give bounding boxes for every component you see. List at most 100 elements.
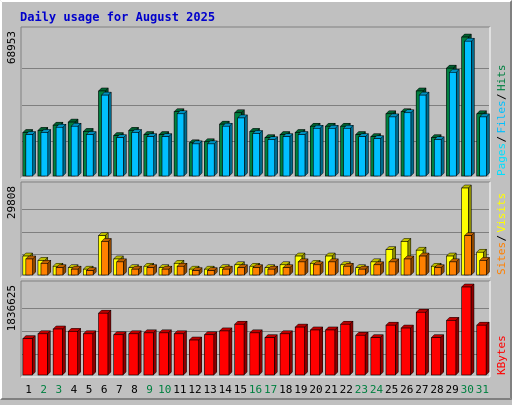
hits-files-pages-files-side — [410, 109, 415, 177]
hits-files-pages-files-day-27 — [418, 91, 430, 177]
sites-visits-max-label: 29808 — [5, 186, 18, 219]
sites-visits-sites-bar — [55, 267, 64, 276]
kbytes-kbytes-day-4 — [67, 327, 82, 376]
hits-files-pages-files-day-15 — [237, 114, 249, 177]
hits-files-pages-files-bar — [418, 94, 427, 177]
kbytes-kbytes-side — [410, 324, 414, 376]
day-label-14: 14 — [219, 383, 233, 396]
kbytes-kbytes-bar — [340, 323, 351, 376]
kbytes-kbytes-side — [183, 330, 187, 376]
hits-files-pages-files-bar — [312, 128, 321, 177]
kbytes-kbytes-side — [258, 329, 263, 376]
kbytes-kbytes-bar — [431, 337, 442, 376]
day-label-30: 30 — [461, 383, 474, 396]
hits-files-pages-files-bar — [388, 116, 397, 177]
sites-visits-sites-bar — [297, 261, 306, 276]
kbytes-kbytes-day-8 — [128, 330, 142, 376]
hits-files-pages-files-day-20 — [312, 124, 324, 177]
hits-files-pages-files-bar — [176, 113, 185, 177]
kbytes-kbytes-day-13 — [203, 331, 218, 376]
kbytes-kbytes-side — [455, 316, 460, 376]
sites-visits-sites-bar — [358, 268, 366, 276]
sites-visits-sites-bar — [267, 268, 276, 276]
sites-visits-sites-bar — [191, 270, 200, 276]
hits-files-pages-files-side — [259, 129, 263, 177]
hits-files-pages-files-day-18 — [282, 132, 294, 177]
hits-files-pages-files-side — [365, 132, 369, 177]
hits-files-pages-files-day-16 — [252, 129, 264, 177]
hits-files-pages-files-bar — [70, 125, 79, 177]
kbytes-kbytes-day-29 — [445, 316, 460, 376]
hits-files-pages-files-side — [32, 130, 36, 177]
day-label-25: 25 — [385, 383, 398, 396]
hits-files-pages-files-bar — [328, 128, 336, 177]
day-label-4: 4 — [71, 383, 78, 396]
day-label-19: 19 — [294, 383, 307, 396]
sites-visits-sites-day-1 — [25, 255, 37, 276]
sites-visits-sites-day-6 — [100, 237, 112, 276]
kbytes-kbytes-side — [470, 283, 475, 376]
kbytes-kbytes-side — [228, 327, 233, 376]
sites-visits-sites-bar — [282, 267, 291, 276]
kbytes-kbytes-bar — [415, 311, 426, 376]
hits-files-pages-files-side — [213, 140, 218, 177]
hits-files-pages-files-day-13 — [206, 140, 218, 177]
sites-visits-sites-bar — [222, 268, 230, 276]
kbytes-kbytes-day-7 — [113, 331, 127, 376]
day-label-11: 11 — [173, 383, 186, 396]
sites-visits-sites-bar — [101, 241, 109, 276]
sites-visits-sites-day-21 — [327, 258, 339, 276]
hits-files-pages-max-label: 68953 — [5, 31, 18, 64]
hits-files-pages-files-side — [486, 113, 490, 177]
day-label-16: 16 — [249, 383, 262, 396]
sites-visits-sites-day-3 — [55, 264, 67, 276]
sites-visits-sites-bar — [312, 264, 321, 276]
sites-visits-sites-bar — [449, 261, 457, 276]
kbytes-kbytes-day-10 — [158, 329, 173, 376]
sites-visits-sites-bar — [116, 261, 124, 276]
sites-visits-sites-bar — [403, 258, 412, 276]
sites-visits-sites-bar — [418, 255, 427, 276]
sites-visits-sites-day-24 — [373, 261, 385, 276]
kbytes-kbytes-bar — [52, 328, 63, 376]
sites-visits-sites-bar — [176, 265, 185, 276]
hits-files-pages-files-day-9 — [146, 132, 158, 177]
kbytes-kbytes-day-18 — [279, 330, 294, 376]
sites-visits-sites-day-20 — [312, 261, 324, 276]
kbytes-kbytes-bar — [385, 324, 396, 376]
sites-visits-sites-side — [32, 255, 36, 276]
hits-files-pages-files-side — [425, 91, 430, 177]
kbytes-kbytes-day-6 — [97, 309, 112, 376]
sites-visits-sites-day-27 — [418, 252, 430, 276]
kbytes-kbytes-side — [153, 329, 157, 376]
sites-visits-sites-side — [471, 231, 475, 276]
hits-files-pages-files-bar — [55, 126, 64, 177]
sites-visits-sites-bar — [464, 235, 472, 276]
day-label-24: 24 — [370, 383, 384, 396]
kbytes-kbytes-side — [243, 320, 248, 376]
kbytes-kbytes-bar — [67, 331, 78, 376]
kbytes-kbytes-side — [213, 331, 218, 376]
hits-files-pages-files-bar — [161, 136, 170, 177]
hits-files-pages-files-side — [138, 128, 142, 177]
sites-visits-sites-side — [395, 258, 399, 276]
hits-files-pages-files-bar — [297, 134, 306, 177]
hits-files-pages-files-bar — [343, 128, 351, 177]
hits-files-pages-files-side — [395, 113, 399, 177]
sites-visits-sites-day-17 — [267, 265, 279, 276]
hits-files-pages-files-bar — [403, 112, 412, 177]
sites-visits-sites-bar — [373, 264, 381, 276]
kbytes-kbytes-bar — [294, 326, 305, 376]
legend-pages: Pages — [495, 143, 508, 176]
kbytes-kbytes-bar — [113, 334, 124, 376]
hits-files-pages-files-side — [168, 132, 173, 177]
hits-files-pages-files-side — [304, 130, 309, 177]
kbytes-kbytes-side — [198, 336, 202, 376]
kbytes-kbytes-day-28 — [430, 334, 445, 376]
kbytes-kbytes-side — [304, 323, 308, 376]
kbytes-kbytes-bar — [22, 338, 33, 376]
hits-files-pages-files-day-30 — [463, 37, 475, 177]
kbytes-kbytes-bar — [279, 333, 290, 376]
day-label-6: 6 — [101, 383, 108, 396]
kbytes-kbytes-bar — [476, 324, 487, 376]
